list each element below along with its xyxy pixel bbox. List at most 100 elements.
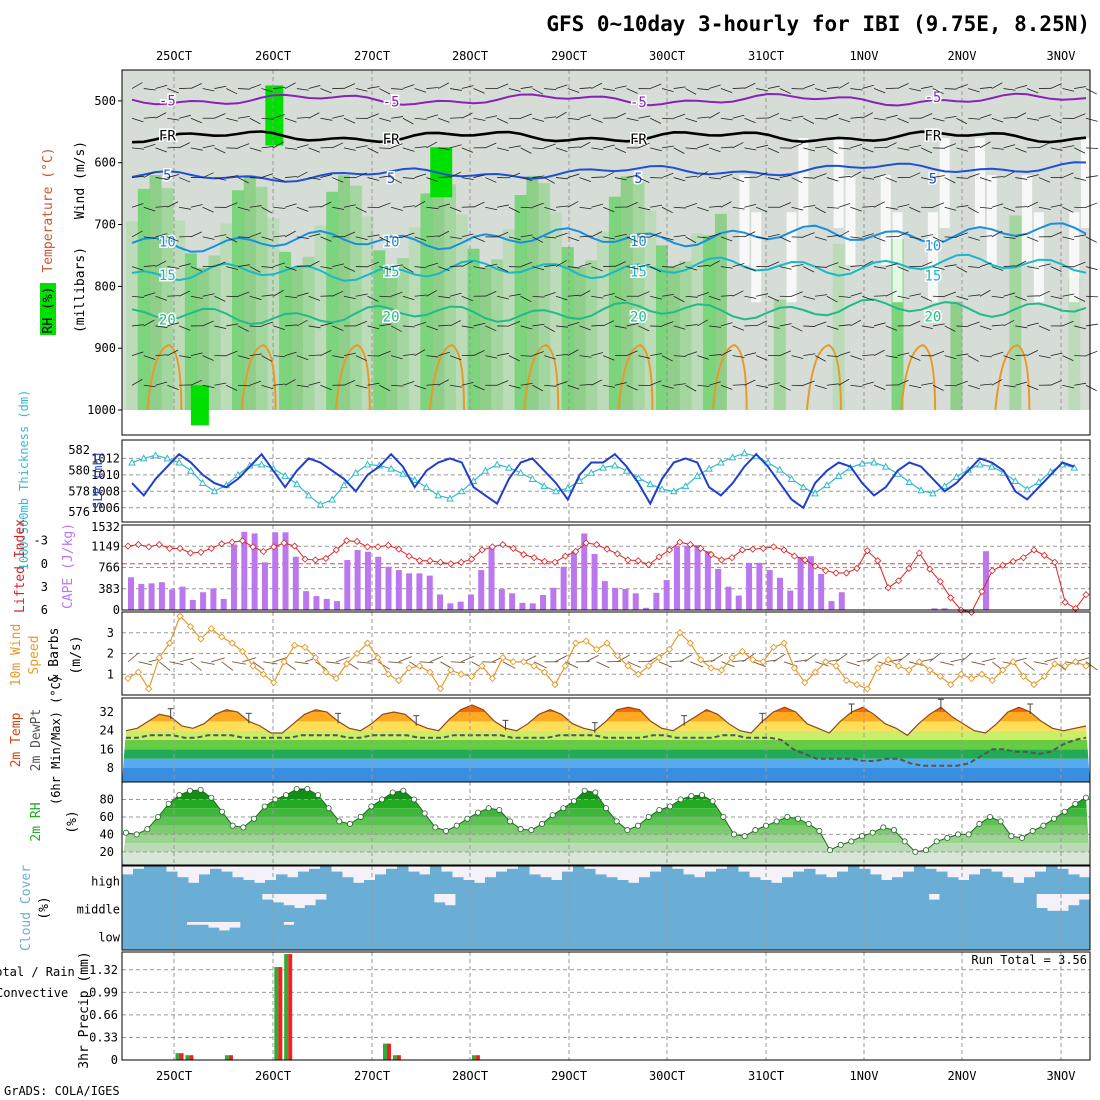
wind-barb xyxy=(1085,236,1097,243)
wind-barb xyxy=(379,266,392,271)
wind-speed-line xyxy=(127,615,1087,691)
wind-barb xyxy=(1062,320,1074,327)
cloud-bar-low xyxy=(1036,922,1048,950)
wind-barb xyxy=(391,384,404,387)
wind-barb xyxy=(650,147,662,152)
rh-point xyxy=(869,829,876,836)
precip-convective-bar xyxy=(228,1055,233,1060)
wind-barb xyxy=(720,266,733,269)
cape-bar xyxy=(612,587,619,610)
rh-point xyxy=(1083,794,1090,801)
cloud-bar-low xyxy=(197,924,209,950)
cloud-bar-high xyxy=(859,868,871,894)
wind10m-barb xyxy=(388,661,403,664)
precip-total-bar xyxy=(185,1055,190,1060)
wind-barb xyxy=(932,202,945,208)
wind-barb xyxy=(332,177,344,183)
wind-barb xyxy=(968,117,981,120)
rh-shading xyxy=(479,267,492,410)
wind-barb xyxy=(1050,380,1062,386)
wind-barb xyxy=(343,147,356,151)
cape-bar xyxy=(323,598,330,610)
cloud-bar-middle xyxy=(487,894,499,922)
wind-barb xyxy=(544,264,557,267)
wind-barb xyxy=(273,141,284,149)
wind10m-barb xyxy=(398,656,412,663)
precip-convective-bar xyxy=(475,1055,480,1060)
wind-barb xyxy=(520,295,532,303)
lifted-index-point xyxy=(259,547,267,556)
wind-barb xyxy=(956,147,969,152)
lifted-index-point xyxy=(561,552,569,560)
wind-barb xyxy=(1062,293,1075,297)
cape-bar xyxy=(622,588,629,610)
wind-barb xyxy=(367,177,380,181)
wind-barb xyxy=(709,354,722,356)
wind-barb xyxy=(273,262,285,267)
wind-barb xyxy=(579,290,591,297)
rh-tick-label: 60 xyxy=(100,810,114,824)
wind-barb xyxy=(803,83,815,89)
wind-barb xyxy=(673,86,686,89)
wind-barb xyxy=(932,117,945,122)
thickness-point xyxy=(410,475,419,483)
wind-barb xyxy=(932,266,945,270)
wind-barb xyxy=(1015,112,1027,119)
cloud-bar-middle xyxy=(853,894,865,922)
wind-barb xyxy=(685,117,698,123)
wind-speed-point xyxy=(936,672,944,680)
date-tick-label-bottom: 27OCT xyxy=(354,1069,390,1083)
wind-barb xyxy=(237,143,250,149)
wind-barb xyxy=(661,236,674,241)
warm-contour xyxy=(523,344,560,411)
cloud-bar-high xyxy=(672,868,684,894)
thickness-point xyxy=(740,449,749,457)
cloud-bar-high xyxy=(1046,866,1058,894)
wind-barb xyxy=(850,236,863,239)
wind-barb xyxy=(308,177,321,180)
cape-bar xyxy=(776,577,783,610)
wind-barb xyxy=(367,382,380,386)
rh-point xyxy=(816,827,823,834)
wind-barb xyxy=(284,203,297,208)
wind-speed-point xyxy=(478,662,486,670)
wind-barb xyxy=(143,206,156,212)
wind-barb xyxy=(143,265,156,267)
wind-barb xyxy=(744,147,757,151)
wind-barb xyxy=(532,351,544,356)
wind-barb xyxy=(438,203,450,208)
wind-barb xyxy=(579,235,592,238)
rh-point xyxy=(432,824,439,831)
rh-shading xyxy=(597,231,610,410)
wind-barb xyxy=(838,295,851,298)
lifted-index-point xyxy=(166,544,174,552)
cape-bar xyxy=(704,551,711,610)
wind-barb xyxy=(826,113,839,119)
cape-bar xyxy=(426,575,433,610)
wind10m-barb xyxy=(1023,661,1035,671)
wind-barb xyxy=(921,177,933,181)
cloud-bar-low xyxy=(509,922,521,950)
thickness-tick-label: 582 xyxy=(68,443,90,457)
wind-barb xyxy=(461,85,474,89)
wind-barb xyxy=(473,266,486,270)
warm-contour xyxy=(711,344,748,411)
cloud-bar-low xyxy=(444,922,456,950)
wind-barb xyxy=(932,236,944,243)
cloud-bar-low xyxy=(143,922,155,950)
wind-barb xyxy=(968,88,980,93)
lifted-index-point xyxy=(665,546,674,554)
wind-barb xyxy=(214,85,227,89)
wind-barb xyxy=(414,88,427,93)
wind-barb xyxy=(461,177,474,181)
cloud-bar-middle xyxy=(455,894,467,922)
lifted-index-point xyxy=(238,537,247,545)
wind-barb xyxy=(779,384,791,391)
cloud-bar-middle xyxy=(1057,910,1069,922)
cloud-bar-middle xyxy=(702,894,715,922)
rh-point xyxy=(581,787,588,794)
wind-barb xyxy=(532,266,545,271)
wind-barb xyxy=(850,88,863,91)
wind-barb xyxy=(567,349,579,356)
cape-bar xyxy=(179,586,186,610)
